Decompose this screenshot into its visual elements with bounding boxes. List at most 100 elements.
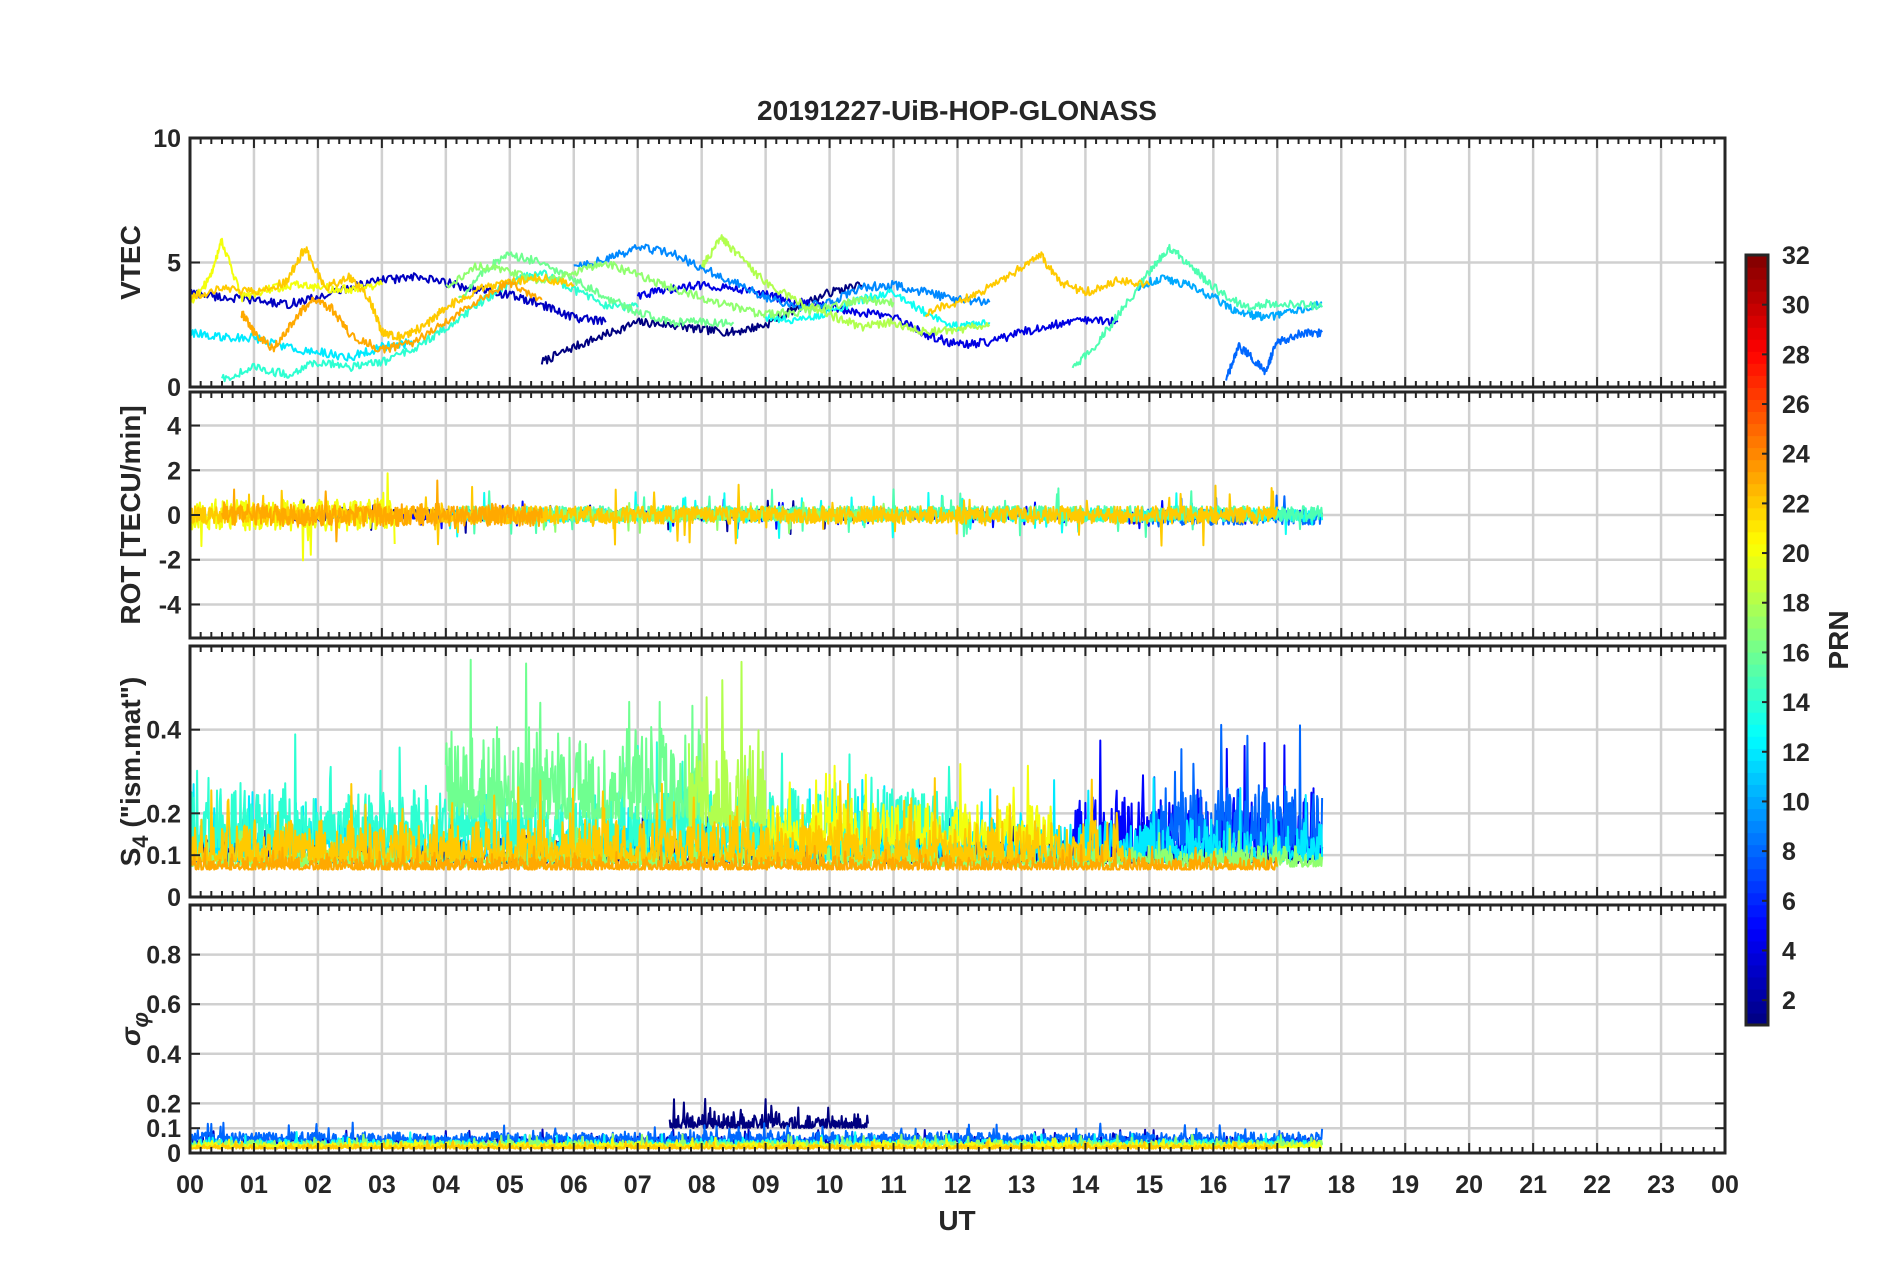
- y-tick-label: 0.6: [146, 991, 181, 1019]
- colorbar-band: [1746, 291, 1768, 304]
- rot-y-tick-labels: -4 -2 0 2 4: [159, 413, 181, 620]
- colorbar-band: [1746, 435, 1768, 449]
- vtec-series-prn-16: [457, 251, 735, 328]
- colorbar-band: [1746, 664, 1768, 677]
- colorbar-band: [1746, 507, 1768, 521]
- s4-y-axis-label: S4 ("ism.mat"): [115, 677, 153, 867]
- colorbar-tick-label: 4: [1782, 937, 1796, 965]
- colorbar-box: [1744, 253, 1770, 1027]
- colorbar-band: [1746, 652, 1768, 665]
- x-tick-label: 12: [944, 1171, 972, 1199]
- colorbar-band: [1746, 712, 1768, 725]
- s4-series: [189, 658, 1324, 871]
- colorbar-band: [1746, 988, 1768, 1002]
- colorbar-tick-label: 22: [1782, 490, 1810, 518]
- colorbar-band: [1746, 760, 1768, 773]
- colorbar-band: [1746, 471, 1768, 485]
- colorbar-band: [1746, 531, 1768, 545]
- x-tick-label: 21: [1519, 1171, 1547, 1199]
- y-tick-label: -4: [159, 591, 181, 619]
- colorbar-band: [1746, 892, 1768, 906]
- colorbar-band: [1746, 1000, 1768, 1014]
- colorbar-band: [1746, 904, 1768, 918]
- sigma-y-tick-labels: 00.10.2 0.4 0.6 0.8: [146, 942, 181, 1168]
- x-tick-labels: 00 01 02 03 04 05 06 07 08 09 10 11 12 13 14 15 16 17 18 19…: [176, 1171, 1739, 1199]
- vtec-series-prn-20: [189, 237, 383, 304]
- sigma-ticks: [189, 905, 1726, 1154]
- colorbar-band: [1746, 447, 1768, 461]
- s4-y-axis-label-rest: ("ism.mat"): [115, 677, 146, 836]
- x-tick-label: 10: [816, 1171, 844, 1199]
- colorbar-band: [1746, 627, 1768, 641]
- sigma-grid: [190, 905, 1725, 1153]
- colorbar-band: [1746, 375, 1768, 388]
- colorbar-band: [1746, 363, 1768, 376]
- x-tick-label: 11: [880, 1171, 907, 1199]
- colorbar-tick-label: 24: [1782, 441, 1810, 469]
- colorbar-band: [1746, 856, 1768, 870]
- colorbar-tick-label: 18: [1782, 590, 1810, 618]
- colorbar-band: [1746, 676, 1768, 689]
- panel-sigma-phi: 00.10.2 0.4 0.6 0.8 σφ: [115, 903, 1727, 1168]
- vtec-series-prn-3: [189, 272, 607, 326]
- y-tick-label: 2: [167, 457, 181, 485]
- colorbar-band: [1746, 772, 1768, 785]
- colorbar-band: [1746, 796, 1768, 810]
- y-tick-label: 0.4: [146, 1041, 181, 1069]
- panel-s4: 0 0.1 0.2 0.4 S4 ("ism.mat"): [115, 644, 1727, 912]
- colorbar-band: [1746, 543, 1768, 557]
- vtec-series-prn-8: [1225, 328, 1323, 381]
- colorbar-band: [1746, 603, 1768, 617]
- x-tick-label: 07: [624, 1171, 652, 1199]
- colorbar-band: [1746, 736, 1768, 749]
- s4-series-prn-18: [687, 660, 767, 827]
- vtec-series-prn-4: [636, 280, 1119, 349]
- colorbar-band: [1746, 267, 1768, 280]
- colorbar-band: [1746, 976, 1768, 990]
- y-tick-label: 5: [167, 250, 181, 278]
- vtec-series-prn-18: [700, 234, 991, 336]
- y-tick-label: 0: [167, 502, 181, 530]
- colorbar-tick-label: 12: [1782, 739, 1810, 767]
- y-tick-label: 0.8: [146, 942, 181, 970]
- colorbar-band: [1746, 832, 1768, 846]
- colorbar-band: [1746, 700, 1768, 713]
- colorbar-band: [1746, 820, 1768, 834]
- x-tick-label: 15: [1135, 1171, 1163, 1199]
- vtec-y-axis-label: VTEC: [115, 225, 146, 300]
- x-tick-label: 18: [1327, 1171, 1355, 1199]
- vtec-series-prn-15: [1071, 243, 1323, 369]
- colorbar-tick-label: 14: [1782, 689, 1810, 717]
- vtec-series-prn-12: [189, 328, 415, 362]
- colorbar-band: [1746, 808, 1768, 822]
- colorbar-band: [1746, 688, 1768, 701]
- colorbar-band: [1746, 1012, 1768, 1026]
- colorbar-band: [1746, 880, 1768, 894]
- s4-y-tick-labels: 0 0.1 0.2 0.4: [146, 717, 181, 912]
- vtec-series-prn-10: [1135, 274, 1323, 322]
- s4-axes-box: [188, 644, 1727, 899]
- colorbar-band: [1746, 399, 1768, 413]
- y-tick-label: 0.2: [146, 1090, 181, 1118]
- colorbar-band: [1746, 868, 1768, 882]
- x-tick-label: 09: [752, 1171, 780, 1199]
- s4-series-prn-23: [189, 844, 1279, 871]
- colorbar-gradient: [1746, 255, 1768, 1026]
- colorbar-tick-label: 32: [1782, 242, 1810, 270]
- vtec-series: [189, 234, 1323, 383]
- colorbar-tick-label: 20: [1782, 540, 1810, 568]
- colorbar-band: [1746, 555, 1768, 569]
- y-tick-label: 0.2: [146, 800, 181, 828]
- x-axis-label: UT: [938, 1205, 975, 1236]
- sigma-y-axis-label-main: σ: [115, 1026, 146, 1046]
- sigma-y-axis-label-sub: φ: [128, 1012, 153, 1027]
- x-tick-label: 14: [1072, 1171, 1100, 1199]
- colorbar-band: [1746, 964, 1768, 978]
- colorbar-band: [1746, 928, 1768, 942]
- panel-rot: -4 -2 0 2 4 ROT [TECU/min]: [115, 390, 1727, 640]
- rot-axes-box: [188, 390, 1727, 640]
- rot-series: [189, 472, 1324, 562]
- x-tick-label: 19: [1391, 1171, 1419, 1199]
- vtec-series-prn-22: [189, 246, 575, 342]
